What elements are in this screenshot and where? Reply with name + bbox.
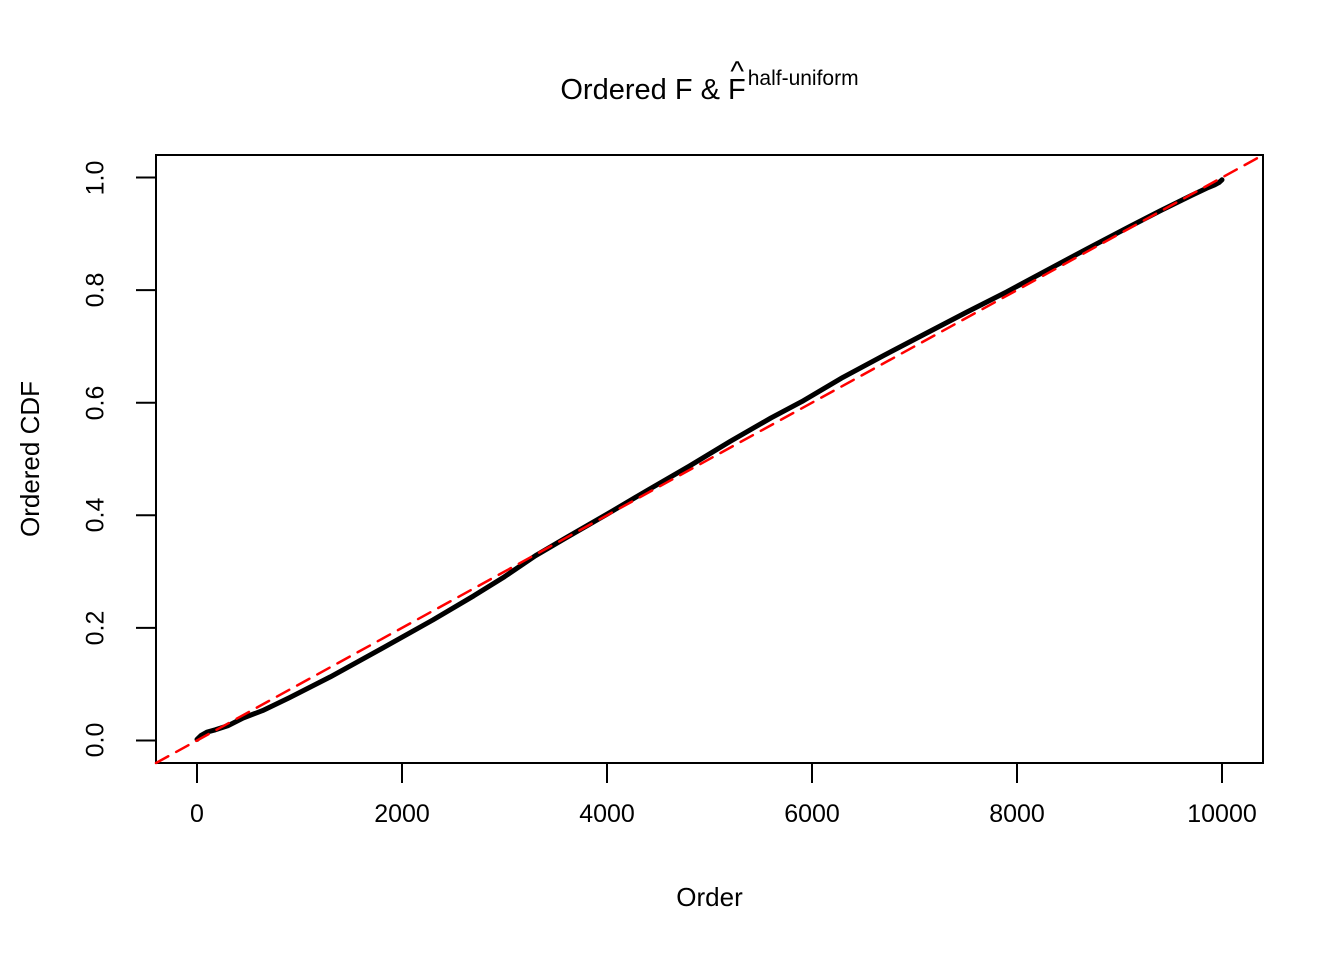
hat-accent-icon: ^ [730, 56, 745, 89]
title-f: F [728, 74, 746, 106]
series-ordered-cdf-curve [194, 177, 1225, 742]
plot-title: Ordered F & F ^ half-uniform [156, 58, 1263, 106]
x-tick-label-4: 8000 [989, 800, 1045, 828]
y-tick-label-2: 0.4 [81, 497, 110, 533]
x-tick-label-2: 4000 [579, 800, 635, 828]
y-tick-label-0: 0.0 [81, 723, 110, 758]
title-superscript: half-uniform [747, 67, 859, 90]
y-axis-label: Ordered CDF [15, 380, 45, 538]
y-tick-label-1: 0.2 [81, 610, 110, 646]
y-tick-label-5: 1.0 [81, 160, 110, 195]
x-tick-label-5: 10000 [1187, 800, 1257, 828]
title-prefix: Ordered F & [560, 74, 728, 106]
x-tick-label-3: 6000 [784, 800, 840, 828]
x-tick-label-1: 2000 [374, 800, 430, 828]
y-tick-label-3: 0.6 [81, 385, 110, 421]
series-diagonal-reference-line [154, 153, 1265, 765]
x-tick-label-0: 0 [190, 800, 204, 828]
y-tick-label-4: 0.8 [81, 272, 110, 308]
title-f-hat: F ^ [728, 58, 746, 106]
plot-box [155, 154, 1264, 764]
x-axis-label: Order [676, 882, 743, 912]
